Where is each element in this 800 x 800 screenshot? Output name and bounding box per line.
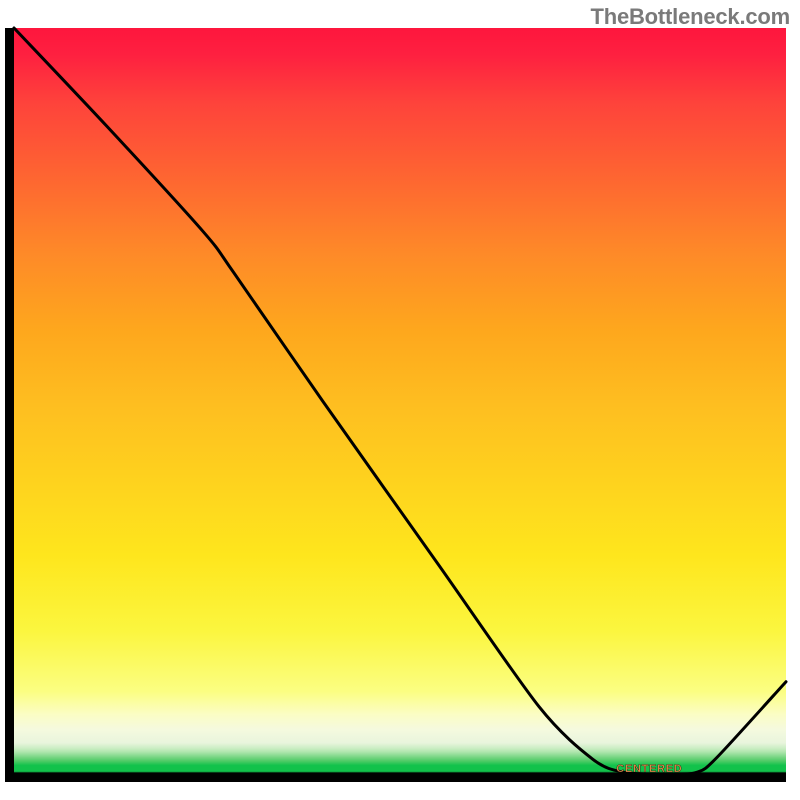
y-axis-bar <box>5 28 14 782</box>
plot-background <box>14 28 786 782</box>
watermark-text: TheBottleneck.com <box>590 4 790 30</box>
chart-container: TheBottleneck.com CENTERED <box>0 0 800 800</box>
chart-svg: CENTERED <box>0 0 800 800</box>
valley-label: CENTERED <box>616 763 682 775</box>
